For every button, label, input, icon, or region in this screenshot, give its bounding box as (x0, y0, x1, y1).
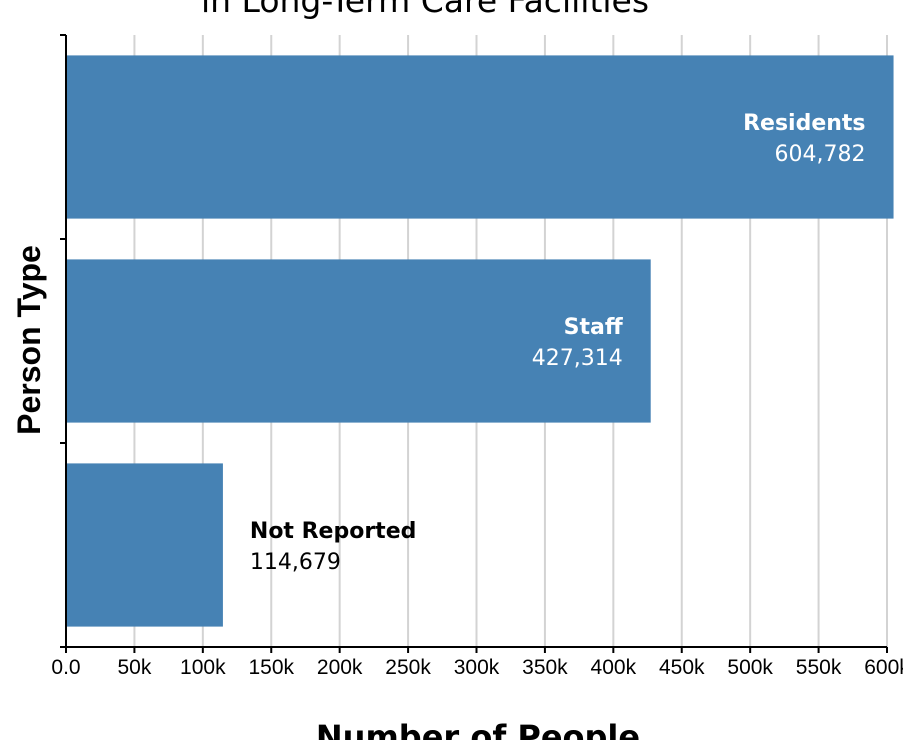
bar (66, 55, 894, 219)
bar-category-label: Residents (743, 111, 865, 136)
x-tick-label: 450k (659, 656, 705, 679)
x-tick-label: 300k (454, 656, 500, 679)
y-axis-title: Person Type (11, 245, 47, 435)
bar (66, 463, 223, 627)
bar-category-label: Not Reported (250, 519, 416, 544)
bar (66, 259, 651, 423)
x-tick-label: 550k (796, 656, 842, 679)
x-tick-label: 500k (727, 656, 773, 679)
bar-value-label: 427,314 (532, 346, 623, 371)
bar-value-label: 604,782 (775, 142, 866, 167)
x-tick-label: 400k (591, 656, 637, 679)
bar-category-label: Staff (564, 315, 624, 340)
chart-title: in Long-Term Care Facilities (201, 0, 649, 20)
x-tick-label: 50k (117, 656, 151, 679)
x-tick-label: 0.0 (51, 656, 80, 679)
bar-value-label: 114,679 (250, 550, 341, 575)
x-tick-label: 150k (248, 656, 294, 679)
x-tick-label: 350k (522, 656, 568, 679)
x-tick-label: 100k (180, 656, 226, 679)
x-tick-label: 600k (864, 656, 903, 679)
x-axis-title: Number of People (316, 718, 640, 740)
x-tick-label: 200k (317, 656, 363, 679)
x-tick-label: 250k (385, 656, 431, 679)
